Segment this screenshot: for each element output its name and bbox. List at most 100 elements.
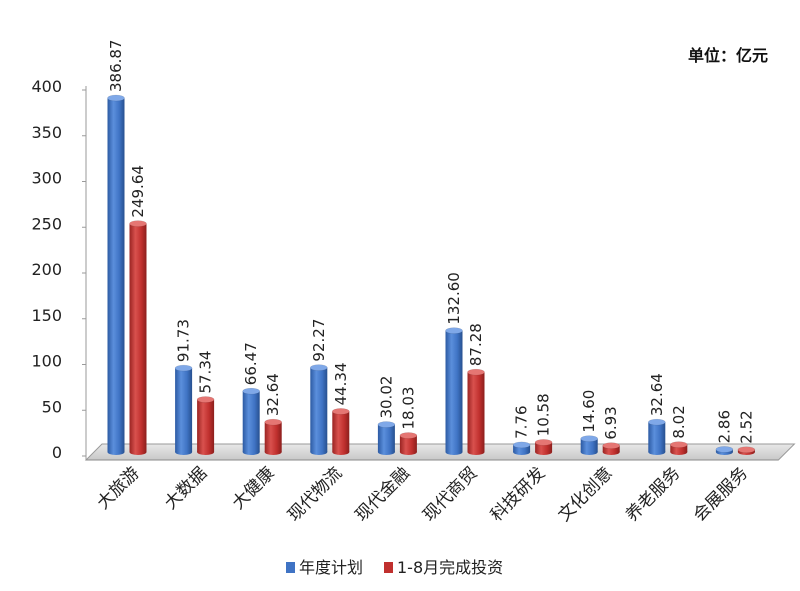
bar-cap <box>129 220 147 227</box>
bar-cap <box>196 396 215 403</box>
data-label: 18.03 <box>399 387 417 430</box>
bar-base <box>467 449 485 455</box>
data-label: 57.34 <box>197 351 215 394</box>
bar-cap <box>580 435 598 442</box>
bar-body <box>399 435 417 452</box>
bar-base <box>107 449 125 455</box>
category-label: 大数据 <box>161 463 211 513</box>
legend-swatch-annual-plan <box>286 562 295 573</box>
bar-body <box>264 422 282 452</box>
bar-jan-aug-completed <box>467 368 485 455</box>
category-label: 现代商贸 <box>419 463 481 525</box>
bar-jan-aug-completed <box>129 220 147 455</box>
y-tick-label: 100 <box>31 352 62 371</box>
bar-annual-plan <box>377 421 396 455</box>
data-label: 32.64 <box>264 373 282 416</box>
bar-cap <box>264 418 282 426</box>
bar-cap <box>737 446 756 453</box>
data-label: 249.64 <box>129 165 147 218</box>
bar-base <box>513 449 531 455</box>
data-label: 92.27 <box>310 319 328 362</box>
bar-base <box>197 449 215 455</box>
bar-cap <box>534 439 553 446</box>
bar-body <box>648 422 666 452</box>
data-label: 66.47 <box>242 342 260 385</box>
bar-base <box>580 449 598 455</box>
bar-body <box>175 368 193 452</box>
bar-body <box>602 445 620 452</box>
bar-body <box>670 444 688 452</box>
bar-base <box>377 449 395 455</box>
data-label: 91.73 <box>175 319 193 362</box>
y-tick-label: 300 <box>31 169 62 188</box>
y-tick-label: 350 <box>31 123 62 142</box>
bar-cap <box>377 421 396 428</box>
y-tick-label: 0 <box>52 443 62 462</box>
bar-base <box>332 449 350 455</box>
category-label: 养老服务 <box>622 463 684 525</box>
bar-cap <box>399 432 418 439</box>
y-tick-label: 250 <box>31 214 62 233</box>
data-label: 2.86 <box>715 410 733 443</box>
data-label: 14.60 <box>580 390 598 433</box>
bar-base <box>242 449 260 455</box>
bar-base <box>445 449 463 455</box>
data-label: 32.64 <box>648 373 666 416</box>
bar-cap <box>332 408 350 415</box>
bar-cap <box>648 418 666 426</box>
bar-annual-plan <box>174 364 193 455</box>
bar-base <box>399 449 417 455</box>
legend: 年度计划 1-8月完成投资 <box>286 558 503 577</box>
data-label: 87.28 <box>467 323 485 366</box>
bar-cap <box>107 94 125 102</box>
bar-jan-aug-completed <box>332 408 350 455</box>
bar-body <box>445 330 463 452</box>
bar-annual-plan <box>512 441 531 455</box>
bar-base <box>535 449 553 455</box>
data-label: 44.34 <box>332 362 350 405</box>
bar-body <box>332 411 350 452</box>
bar-body <box>129 223 147 452</box>
data-label: 2.52 <box>737 410 755 443</box>
data-label: 10.58 <box>535 393 553 436</box>
data-label: 30.02 <box>377 376 395 419</box>
bar-cap <box>715 446 734 453</box>
unit-label: 单位：亿元 <box>688 46 768 65</box>
bar-cap <box>602 442 620 449</box>
category-label: 文化创意 <box>555 463 617 525</box>
bar-jan-aug-completed <box>670 441 688 455</box>
bar-cap <box>310 364 328 371</box>
bar-body <box>513 444 531 452</box>
y-tick-label: 50 <box>42 397 62 416</box>
bar-body <box>242 391 260 452</box>
category-label: 大健康 <box>229 463 279 513</box>
bar-body <box>535 442 553 452</box>
legend-label-annual-plan: 年度计划 <box>299 558 363 577</box>
bar-annual-plan <box>445 327 463 455</box>
bar-annual-plan <box>310 364 328 455</box>
bar-cap <box>670 441 688 448</box>
bar-body <box>467 372 485 452</box>
bar-base <box>670 449 688 455</box>
bar-body <box>580 438 598 452</box>
y-tick-label: 200 <box>31 260 62 279</box>
bar-jan-aug-completed <box>602 442 620 455</box>
bar-jan-aug-completed <box>196 396 215 455</box>
bar-cap <box>445 327 463 334</box>
bar-base <box>310 449 328 455</box>
bar-annual-plan <box>107 94 125 455</box>
bar-annual-plan <box>648 418 666 455</box>
data-label: 7.76 <box>513 405 531 438</box>
data-label: 132.60 <box>445 272 463 325</box>
bar-cap <box>467 368 485 376</box>
bar-annual-plan <box>580 435 598 455</box>
category-label: 现代物流 <box>284 463 346 525</box>
bar-body <box>197 399 215 452</box>
bar-jan-aug-completed <box>264 418 282 455</box>
y-tick-label: 400 <box>31 77 62 96</box>
data-label: 6.93 <box>602 406 620 439</box>
bar-body <box>310 367 328 452</box>
bar-cap <box>174 364 193 372</box>
bar-jan-aug-completed <box>737 446 756 455</box>
category-label: 科技研发 <box>487 463 549 525</box>
